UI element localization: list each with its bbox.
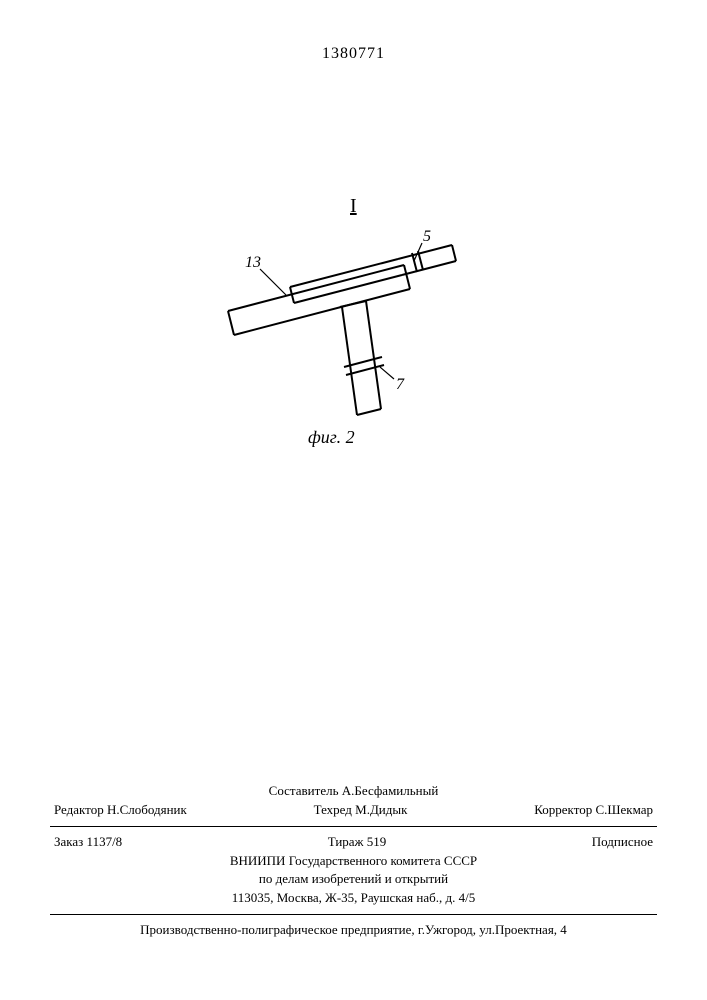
callout-7: 7 [396,376,405,393]
footer-sign: Подписное [592,833,653,852]
footer-address: 113035, Москва, Ж-35, Раушская наб., д. … [50,889,657,908]
rod-7 [340,301,384,415]
callout-13: 13 [245,254,261,271]
footer-org-1: ВНИИПИ Государственного комитета СССР [50,852,657,871]
footer-org-2: по делам изобретений и открытий [50,870,657,889]
footer-credits-row: Редактор Н.Слободяник Техред М.Дидык Кор… [50,801,657,820]
footer-block: Составитель А.Бесфамильный Редактор Н.Сл… [50,782,657,940]
footer-print-row: Заказ 1137/8 Тираж 519 Подписное [50,833,657,852]
footer-corrector: Корректор С.Шекмар [534,801,653,820]
figure-region: I [0,195,707,465]
footer-printer: Производственно-полиграфическое предприя… [50,921,657,940]
footer-composer: Составитель А.Бесфамильный [50,782,657,801]
document-number: 1380771 [0,45,707,63]
figure-caption: фиг. 2 [308,427,355,448]
divider-2 [50,914,657,915]
footer-editor: Редактор Н.Слободяник [54,801,187,820]
footer-order: Заказ 1137/8 [54,833,122,852]
rod-5 [398,245,456,275]
divider-1 [50,826,657,827]
section-label: I [350,195,357,218]
callout-5: 5 [423,228,431,245]
main-body-outline [228,265,410,335]
page: 1380771 I [0,0,707,1000]
figure-drawing [228,243,456,415]
footer-tirazh: Тираж 519 [328,833,387,852]
footer-tech: Техред М.Дидык [314,801,408,820]
leader-lines [260,243,422,379]
